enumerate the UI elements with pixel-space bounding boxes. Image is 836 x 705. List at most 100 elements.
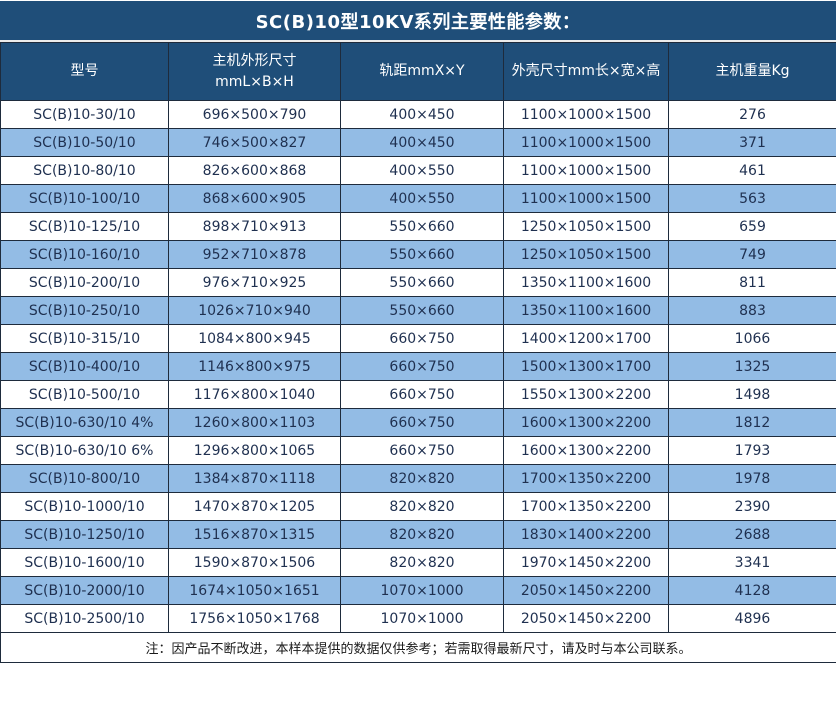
cell-rail_gauge: 550×660 (340, 240, 504, 269)
cell-weight: 1325 (668, 352, 836, 381)
cell-shell_size: 1830×1400×2200 (503, 520, 669, 549)
cell-rail_gauge: 1070×1000 (340, 604, 504, 633)
cell-rail_gauge: 400×550 (340, 156, 504, 185)
cell-shell_size: 2050×1450×2200 (503, 576, 669, 605)
cell-weight: 1793 (668, 436, 836, 465)
cell-shell_size: 2050×1450×2200 (503, 604, 669, 633)
table-row: SC(B)10-200/10 976×710×925 550×660 1350×110… (0, 268, 836, 297)
cell-model: SC(B)10-630/10 4% (0, 408, 169, 437)
cell-model: SC(B)10-315/10 (0, 324, 169, 353)
cell-weight: 276 (668, 100, 836, 129)
cell-shell_size: 1500×1300×1700 (503, 352, 669, 381)
table-body: SC(B)10-30/10 696×500×790 400×450 1100×1000… (0, 100, 836, 633)
cell-model: SC(B)10-2500/10 (0, 604, 169, 633)
table-note: 注：因产品不断改进，本样本提供的数据仅供参考；若需取得最新尺寸，请及时与本公司联… (0, 632, 836, 663)
cell-weight: 4128 (668, 576, 836, 605)
cell-rail_gauge: 660×750 (340, 352, 504, 381)
cell-rail_gauge: 660×750 (340, 324, 504, 353)
cell-machine_size: 1674×1050×1651 (168, 576, 341, 605)
cell-model: SC(B)10-630/10 6% (0, 436, 169, 465)
cell-model: SC(B)10-50/10 (0, 128, 169, 157)
cell-model: SC(B)10-250/10 (0, 296, 169, 325)
cell-machine_size: 1026×710×940 (168, 296, 341, 325)
cell-machine_size: 1260×800×1103 (168, 408, 341, 437)
cell-machine_size: 1470×870×1205 (168, 492, 341, 521)
cell-machine_size: 1516×870×1315 (168, 520, 341, 549)
table-header: 型号 主机外形尺寸 mmL×B×H 轨距mmX×Y 外壳尺寸mm长×宽×高 主机… (0, 42, 836, 101)
cell-model: SC(B)10-100/10 (0, 184, 169, 213)
cell-shell_size: 1550×1300×2200 (503, 380, 669, 409)
cell-shell_size: 1970×1450×2200 (503, 548, 669, 577)
cell-rail_gauge: 400×450 (340, 100, 504, 129)
table-row: SC(B)10-1250/10 1516×870×1315 820×820 1830×… (0, 520, 836, 549)
cell-weight: 1978 (668, 464, 836, 493)
spec-table: 型号 主机外形尺寸 mmL×B×H 轨距mmX×Y 外壳尺寸mm长×宽×高 主机… (0, 42, 836, 663)
table-row: SC(B)10-80/10 826×600×868 400×550 1100×1000… (0, 156, 836, 185)
cell-model: SC(B)10-400/10 (0, 352, 169, 381)
cell-weight: 1066 (668, 324, 836, 353)
cell-model: SC(B)10-1600/10 (0, 548, 169, 577)
cell-weight: 3341 (668, 548, 836, 577)
table-row: SC(B)10-2000/10 1674×1050×1651 1070×1000 20… (0, 576, 836, 605)
cell-machine_size: 1756×1050×1768 (168, 604, 341, 633)
cell-model: SC(B)10-125/10 (0, 212, 169, 241)
cell-machine_size: 1146×800×975 (168, 352, 341, 381)
cell-weight: 1812 (668, 408, 836, 437)
cell-machine_size: 746×500×827 (168, 128, 341, 157)
page-title: SC(B)10型10KV系列主要性能参数： (0, 1, 836, 42)
cell-shell_size: 1100×1000×1500 (503, 100, 669, 129)
cell-machine_size: 898×710×913 (168, 212, 341, 241)
note-row: 注：因产品不断改进，本样本提供的数据仅供参考；若需取得最新尺寸，请及时与本公司联… (0, 632, 836, 663)
cell-model: SC(B)10-500/10 (0, 380, 169, 409)
cell-weight: 371 (668, 128, 836, 157)
cell-model: SC(B)10-1250/10 (0, 520, 169, 549)
cell-shell_size: 1600×1300×2200 (503, 436, 669, 465)
table-row: SC(B)10-2500/10 1756×1050×1768 1070×1000 20… (0, 604, 836, 633)
cell-weight: 2390 (668, 492, 836, 521)
cell-shell_size: 1250×1050×1500 (503, 240, 669, 269)
cell-rail_gauge: 660×750 (340, 380, 504, 409)
cell-model: SC(B)10-200/10 (0, 268, 169, 297)
cell-model: SC(B)10-160/10 (0, 240, 169, 269)
table-row: SC(B)10-30/10 696×500×790 400×450 1100×1000… (0, 100, 836, 129)
cell-machine_size: 976×710×925 (168, 268, 341, 297)
cell-rail_gauge: 820×820 (340, 548, 504, 577)
cell-model: SC(B)10-1000/10 (0, 492, 169, 521)
cell-machine_size: 1590×870×1506 (168, 548, 341, 577)
table-row: SC(B)10-1600/10 1590×870×1506 820×820 1970×… (0, 548, 836, 577)
cell-rail_gauge: 400×450 (340, 128, 504, 157)
table-row: SC(B)10-500/10 1176×800×1040 660×750 1550×1… (0, 380, 836, 409)
cell-shell_size: 1700×1350×2200 (503, 492, 669, 521)
table-row: SC(B)10-630/10 4% 1260×800×1103 660×750 160… (0, 408, 836, 437)
table-row: SC(B)10-1000/10 1470×870×1205 820×820 1700×… (0, 492, 836, 521)
cell-weight: 749 (668, 240, 836, 269)
cell-shell_size: 1350×1100×1600 (503, 296, 669, 325)
cell-machine_size: 696×500×790 (168, 100, 341, 129)
cell-model: SC(B)10-80/10 (0, 156, 169, 185)
header-row: 型号 主机外形尺寸 mmL×B×H 轨距mmX×Y 外壳尺寸mm长×宽×高 主机… (0, 42, 836, 101)
column-header-model: 型号 (0, 42, 169, 101)
column-header-shell-size: 外壳尺寸mm长×宽×高 (503, 42, 669, 101)
cell-shell_size: 1100×1000×1500 (503, 156, 669, 185)
cell-rail_gauge: 550×660 (340, 268, 504, 297)
cell-model: SC(B)10-800/10 (0, 464, 169, 493)
table-row: SC(B)10-50/10 746×500×827 400×450 1100×1000… (0, 128, 836, 157)
table-row: SC(B)10-250/10 1026×710×940 550×660 1350×11… (0, 296, 836, 325)
table-row: SC(B)10-125/10 898×710×913 550×660 1250×105… (0, 212, 836, 241)
cell-machine_size: 952×710×878 (168, 240, 341, 269)
cell-weight: 659 (668, 212, 836, 241)
table-row: SC(B)10-100/10 868×600×905 400×550 1100×100… (0, 184, 836, 213)
cell-shell_size: 1600×1300×2200 (503, 408, 669, 437)
cell-shell_size: 1250×1050×1500 (503, 212, 669, 241)
cell-shell_size: 1100×1000×1500 (503, 184, 669, 213)
column-header-rail-gauge: 轨距mmX×Y (340, 42, 504, 101)
cell-rail_gauge: 660×750 (340, 436, 504, 465)
cell-model: SC(B)10-2000/10 (0, 576, 169, 605)
cell-machine_size: 1084×800×945 (168, 324, 341, 353)
cell-rail_gauge: 550×660 (340, 212, 504, 241)
cell-weight: 883 (668, 296, 836, 325)
table-row: SC(B)10-160/10 952×710×878 550×660 1250×105… (0, 240, 836, 269)
cell-shell_size: 1350×1100×1600 (503, 268, 669, 297)
cell-weight: 563 (668, 184, 836, 213)
